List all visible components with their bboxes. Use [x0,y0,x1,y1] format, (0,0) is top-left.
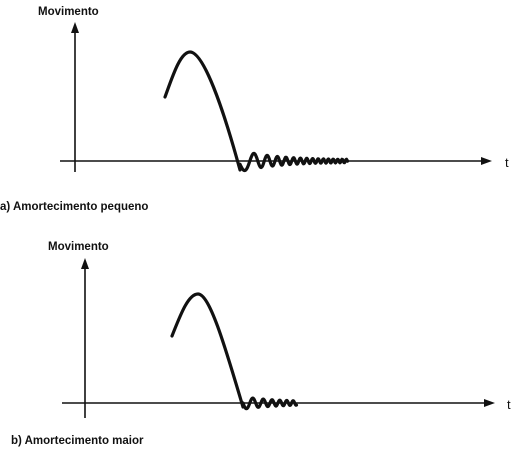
panel-a: Movimento t a) Amortecimento pequeno [0,6,509,213]
panel-b-caption: b) Amortecimento maior [11,435,144,447]
panel-a-x-axis-label: t [505,155,509,170]
panel-b-y-axis-arrowhead [81,258,89,269]
panel-b-y-axis-label: Movimento [48,241,109,253]
panel-b-x-axis-label: t [507,397,511,412]
panel-a-damped-oscillation-curve [163,50,350,173]
panel-a-caption: a) Amortecimento pequeno [0,201,148,213]
panel-b-x-axis-arrowhead [484,399,495,407]
panel-a-x-axis-arrowhead [481,157,492,165]
panel-b-damped-oscillation-curve [170,292,299,411]
panel-a-y-axis-label: Movimento [38,6,99,18]
panel-a-y-axis-arrowhead [71,22,79,33]
panel-b: Movimento t b) Amortecimento maior [11,241,511,447]
